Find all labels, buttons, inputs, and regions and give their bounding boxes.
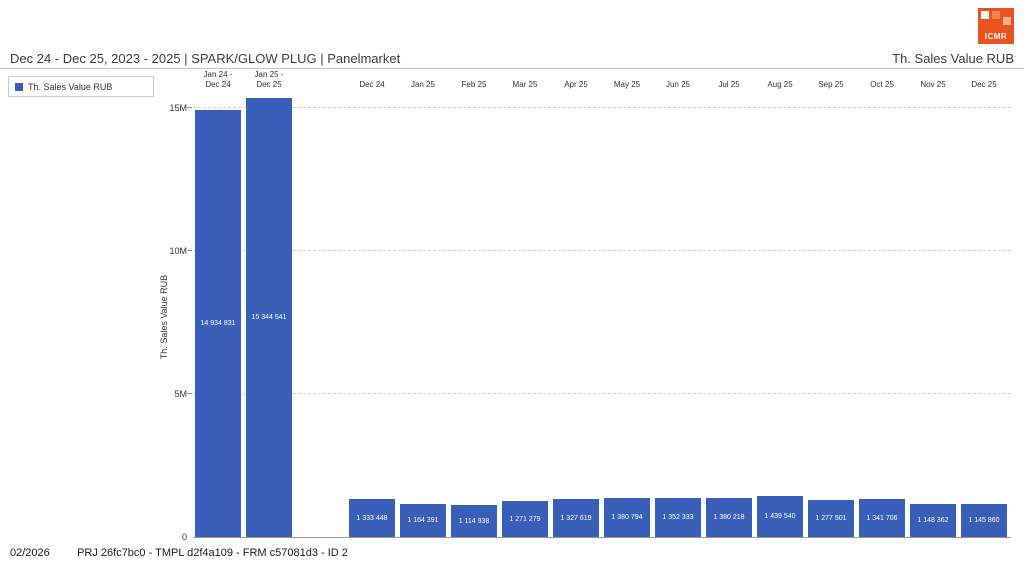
x-axis-label: Dec 24 [359, 80, 385, 89]
logo-text: ICMR [984, 32, 1008, 41]
x-axis-label: Apr 25 [564, 80, 588, 89]
measure-title: Th. Sales Value RUB [892, 51, 1014, 66]
bar-value-label: 1 327 619 [560, 514, 592, 522]
bar: 1 380 218 [706, 498, 752, 537]
bar: 1 439 540 [757, 496, 803, 537]
x-axis-label: Jan 25 - Dec 25 [254, 70, 284, 89]
x-axis-label: Jan 24 - Dec 24 [203, 70, 233, 89]
bar: 1 148 362 [910, 504, 956, 537]
y-tick-mark [187, 107, 192, 108]
legend: Th. Sales Value RUB [8, 76, 154, 97]
bar-value-label: 1 271 279 [509, 515, 541, 523]
icmr-logo: ICMR [978, 8, 1014, 44]
report-title: Dec 24 - Dec 25, 2023 - 2025 | SPARK/GLO… [10, 51, 401, 66]
bar-value-label: 1 341 706 [866, 514, 898, 522]
bar-value-label: 14 934 831 [200, 320, 236, 327]
bar-value-label: 1 114 938 [458, 517, 490, 525]
x-axis-label: Jul 25 [718, 80, 740, 89]
x-axis-label: Sep 25 [818, 80, 844, 89]
bar-value-label: 1 148 362 [917, 517, 949, 524]
bar-value-label: 1 352 333 [662, 514, 694, 521]
bar: 1 341 706 [859, 499, 905, 537]
bar-value-label: 1 145 860 [968, 517, 1000, 524]
x-axis-label: Jun 25 [665, 80, 691, 89]
logo-block [992, 11, 1000, 19]
bar-value-label: 15 344 541 [251, 314, 287, 321]
footer: 02/2026 PRJ 26fc7bc0 - TMPL d2f4a109 - F… [10, 547, 348, 559]
plot-area: 0 5M 10M 15M 14 934 831 15 344 541 1 333 448 1 … [169, 97, 1011, 542]
bar-value-label: 1 333 448 [356, 514, 388, 522]
x-axis-label: May 25 [613, 80, 641, 89]
y-tick-mark [187, 250, 192, 251]
bar-value-label: 1 277 501 [815, 515, 847, 522]
y-tick-label: 5M [174, 389, 187, 399]
bar: 1 277 501 [808, 500, 854, 537]
y-tick-label: 15M [169, 103, 187, 113]
bar: 15 344 541 [246, 98, 292, 537]
y-tick-mark [187, 393, 192, 394]
x-axis-label: Jan 25 [410, 80, 436, 89]
bar: 1 145 860 [961, 504, 1007, 537]
bar: 1 327 619 [553, 499, 599, 537]
gridline [193, 250, 1011, 251]
x-axis-top: Jan 24 - Dec 24 Jan 25 - Dec 25 Dec 24 Jan … [193, 64, 1011, 92]
x-axis-label: Oct 25 [870, 80, 894, 89]
bar-value-label: 1 380 794 [611, 514, 643, 521]
bar: 1 114 938 [451, 505, 497, 537]
gridline [193, 107, 1011, 108]
x-axis-label: Nov 25 [920, 80, 946, 89]
gridline [193, 393, 1011, 394]
bar: 1 333 448 [349, 499, 395, 537]
x-axis-label: Aug 25 [767, 80, 793, 89]
bar-value-label: 1 439 540 [764, 513, 796, 520]
title-bar: Dec 24 - Dec 25, 2023 - 2025 | SPARK/GLO… [0, 49, 1024, 69]
y-tick-label: 0 [181, 532, 187, 542]
legend-swatch [15, 82, 23, 91]
legend-label: Th. Sales Value RUB [28, 81, 113, 92]
bar: 1 164 391 [400, 504, 446, 537]
logo-block [981, 11, 989, 19]
bar-value-label: 1 164 391 [407, 517, 439, 524]
footer-date: 02/2026 [10, 547, 50, 559]
bar: 1 271 279 [502, 501, 548, 537]
y-axis-title: Th. Sales Value RUB [159, 274, 169, 360]
logo-block [1003, 17, 1011, 25]
bar: 1 352 333 [655, 498, 701, 537]
footer-meta: PRJ 26fc7bc0 - TMPL d2f4a109 - FRM c5708… [77, 547, 348, 559]
bar: 1 380 794 [604, 498, 650, 537]
x-axis-label: Dec 25 [971, 80, 997, 89]
y-tick-label: 10M [169, 246, 187, 256]
x-axis-label: Feb 25 [461, 80, 487, 89]
x-axis-label: Mar 25 [512, 80, 538, 89]
bar-value-label: 1 380 218 [713, 514, 745, 521]
bar: 14 934 831 [195, 110, 241, 537]
